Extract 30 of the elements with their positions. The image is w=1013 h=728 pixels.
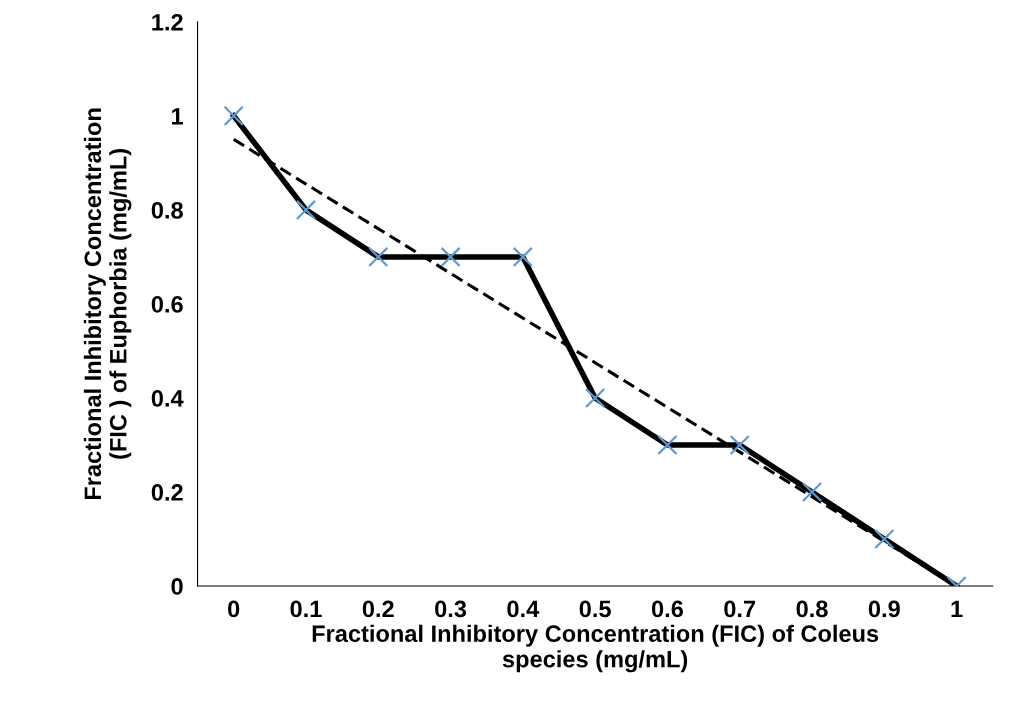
y-tick-label: 0.2 — [151, 484, 183, 501]
point — [440, 246, 461, 268]
y-tick-label: 0.4 — [151, 390, 184, 407]
y-tick-label: 1.2 — [152, 13, 183, 31]
point — [801, 481, 823, 503]
x-tick-label: 0.8 — [796, 600, 828, 618]
point — [729, 434, 750, 456]
y-axis-title: Fractional Inhibitory Concentration (FIC ) of Euphorbia (mg/mL) — [83, 108, 132, 500]
y-tick-label: 0.6 — [151, 296, 183, 313]
x-tick-label: 0.6 — [651, 600, 683, 618]
point — [657, 434, 678, 456]
y-tick-label: 0 — [171, 578, 183, 595]
x-tick-label: 0.2 — [362, 600, 394, 618]
point — [368, 246, 389, 268]
x-tick-label: 1 — [951, 600, 963, 618]
point — [584, 387, 606, 409]
x-axis-title: Fractional Inhibitory Concentration (FIC) of Coleus species (mg/mL) — [312, 624, 879, 673]
x-tick-label: 0.4 — [507, 600, 540, 618]
y-tick-label: 0.8 — [151, 201, 183, 219]
point — [874, 528, 895, 550]
x-tick-label: 0.1 — [290, 600, 322, 618]
x-tick-label: 0 — [228, 600, 240, 618]
x-tick-label: 0.3 — [435, 600, 467, 618]
point — [295, 199, 317, 221]
y-tick-label: 1 — [172, 108, 183, 125]
point — [512, 246, 534, 268]
x-tick-label: 0.7 — [724, 600, 756, 618]
point — [223, 105, 244, 127]
x-tick-label: 0.5 — [579, 600, 611, 618]
x-tick-label: 0.9 — [868, 600, 900, 618]
